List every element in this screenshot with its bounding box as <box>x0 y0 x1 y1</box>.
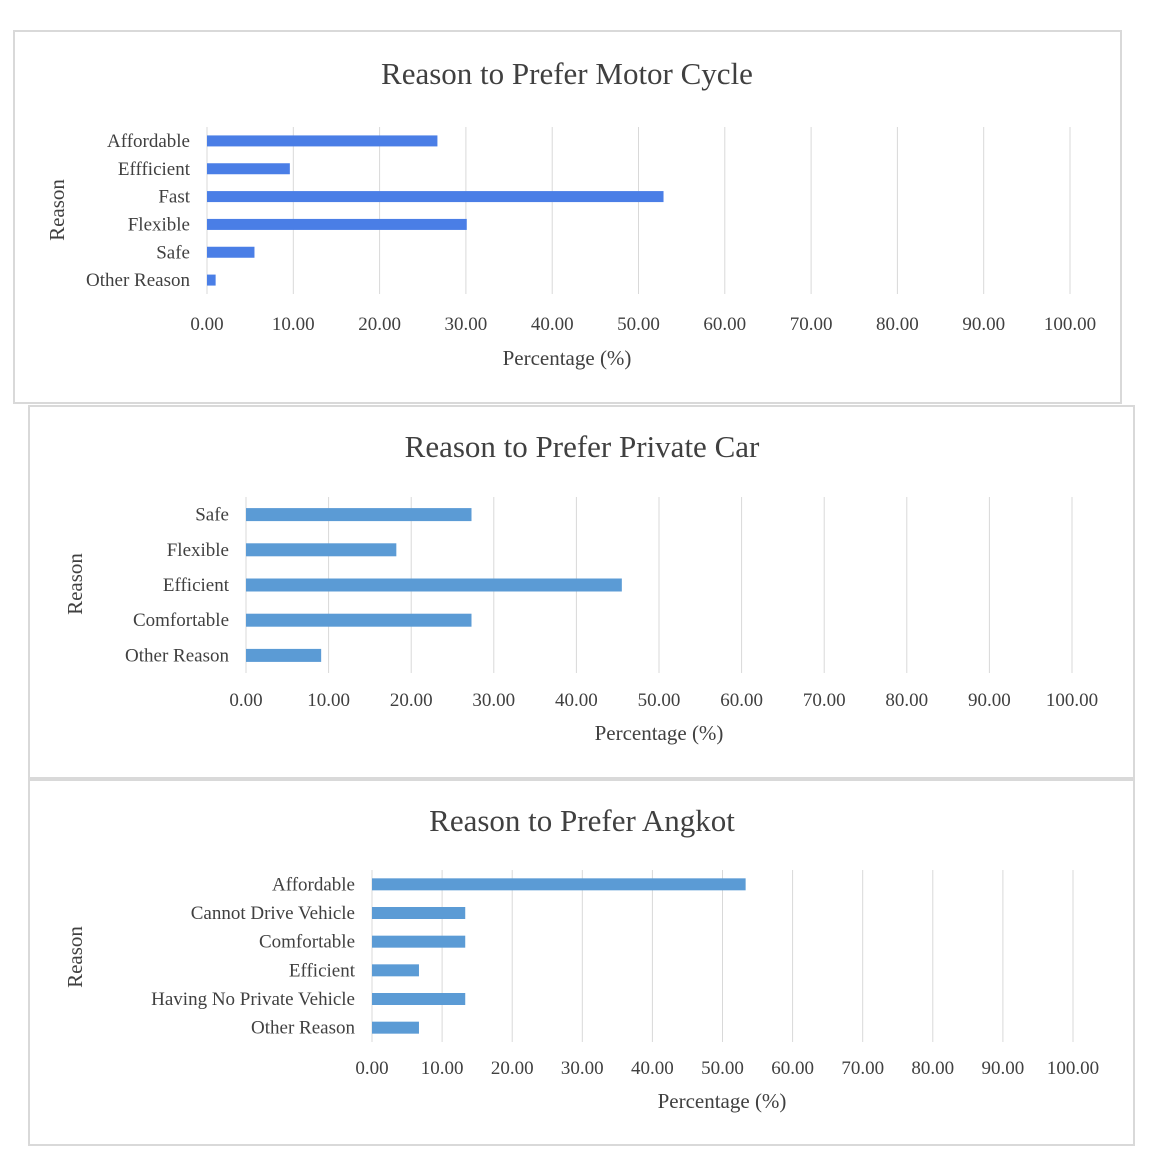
category-label: Flexible <box>128 214 190 235</box>
x-tick-label: 60.00 <box>720 690 763 711</box>
bar <box>207 274 216 286</box>
x-axis-title: Percentage (%) <box>503 346 632 370</box>
x-tick-label: 90.00 <box>982 1058 1025 1079</box>
x-axis-title: Percentage (%) <box>658 1089 787 1113</box>
angkot-chart-panel: Reason to Prefer Angkot 0.00 10.00 20.00 30.… <box>28 779 1135 1146</box>
category-label: Affordable <box>107 131 190 152</box>
x-tick-label: 50.00 <box>701 1058 744 1079</box>
bar <box>207 163 290 175</box>
x-tick-label: 30.00 <box>445 314 488 335</box>
x-tick-label: 60.00 <box>771 1058 814 1079</box>
x-tick-label: 80.00 <box>911 1058 954 1079</box>
x-tick-label: 100.00 <box>1044 314 1096 335</box>
category-label: Affordable <box>272 874 355 895</box>
x-tick-label: 0.00 <box>190 314 223 335</box>
private-car-chart-panel: Reason to Prefer Private Car 0.00 10.00 20.… <box>28 405 1135 779</box>
y-axis-title: Reason <box>63 553 87 615</box>
category-label: Other Reason <box>86 270 190 291</box>
angkot-chart: Reason to Prefer Angkot 0.00 10.00 20.00 30.… <box>63 803 1099 1113</box>
bar <box>372 1021 419 1034</box>
x-tick-label: 40.00 <box>555 690 598 711</box>
x-tick-label: 50.00 <box>617 314 660 335</box>
chart-title: Reason to Prefer Motor Cycle <box>381 56 753 91</box>
x-tick-label: 40.00 <box>631 1058 674 1079</box>
x-tick-label: 0.00 <box>355 1058 388 1079</box>
x-tick-label: 30.00 <box>561 1058 604 1079</box>
category-label: Other Reason <box>125 645 229 666</box>
x-tick-label: 80.00 <box>876 314 919 335</box>
private-car-chart: Reason to Prefer Private Car 0.00 10.00 20.… <box>63 429 1098 745</box>
y-axis-title: Reason <box>63 926 87 988</box>
x-tick-label: 70.00 <box>790 314 833 335</box>
x-tick-label: 40.00 <box>531 314 574 335</box>
bar <box>372 993 466 1005</box>
bar <box>372 878 746 891</box>
category-label: Fast <box>158 187 190 208</box>
category-label: Effficient <box>118 159 191 180</box>
x-tick-label: 50.00 <box>638 690 681 711</box>
category-label: Safe <box>156 242 190 263</box>
chart-title: Reason to Prefer Angkot <box>429 803 735 838</box>
bar <box>207 246 255 258</box>
category-label: Comfortable <box>133 610 229 631</box>
category-label: Having No Private Vehicle <box>151 989 355 1010</box>
category-label: Flexible <box>167 540 229 561</box>
x-tick-label: 60.00 <box>703 314 746 335</box>
chart-title: Reason to Prefer Private Car <box>405 429 760 464</box>
x-tick-label: 10.00 <box>272 314 315 335</box>
x-tick-label: 20.00 <box>390 690 433 711</box>
bar <box>246 578 622 592</box>
y-axis-title: Reason <box>45 179 69 241</box>
motorcycle-chart-panel: Reason to Prefer Motor Cycle 0.00 10.00 20.… <box>13 30 1122 404</box>
bar <box>372 935 466 948</box>
x-tick-label: 70.00 <box>841 1058 884 1079</box>
x-tick-label: 0.00 <box>229 690 262 711</box>
motorcycle-chart: Reason to Prefer Motor Cycle 0.00 10.00 20.… <box>45 56 1096 370</box>
bar <box>246 508 472 522</box>
x-tick-label: 20.00 <box>358 314 401 335</box>
category-label: Efficient <box>163 575 230 596</box>
x-tick-label: 100.00 <box>1047 1058 1099 1079</box>
x-tick-label: 30.00 <box>472 690 515 711</box>
category-label: Cannot Drive Vehicle <box>191 903 355 924</box>
category-label: Other Reason <box>251 1018 355 1039</box>
x-axis-title: Percentage (%) <box>595 721 724 745</box>
bar <box>246 648 322 662</box>
category-label: Safe <box>195 505 229 526</box>
category-label: Comfortable <box>259 932 355 953</box>
bar <box>246 613 472 627</box>
x-tick-label: 10.00 <box>421 1058 464 1079</box>
x-tick-label: 80.00 <box>885 690 928 711</box>
x-tick-label: 10.00 <box>307 690 350 711</box>
x-tick-label: 90.00 <box>968 690 1011 711</box>
bar <box>207 135 438 147</box>
category-label: Efficient <box>289 960 356 981</box>
bar <box>246 543 397 557</box>
x-tick-label: 90.00 <box>962 314 1005 335</box>
x-tick-label: 20.00 <box>491 1058 534 1079</box>
bar <box>207 218 467 230</box>
bar <box>207 191 664 203</box>
bar <box>372 907 466 919</box>
bar <box>372 964 419 977</box>
x-tick-label: 70.00 <box>803 690 846 711</box>
x-tick-label: 100.00 <box>1046 690 1098 711</box>
